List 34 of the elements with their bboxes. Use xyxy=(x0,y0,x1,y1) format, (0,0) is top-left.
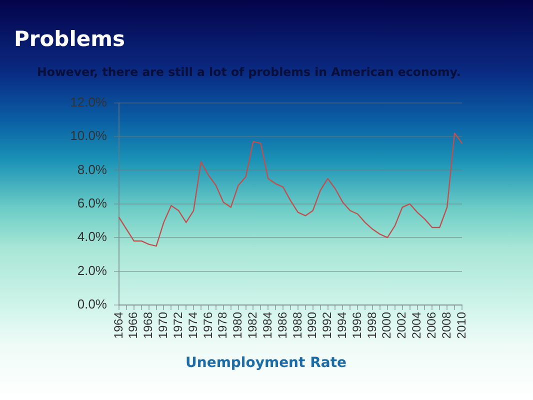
y-tick-label: 8.0% xyxy=(77,162,108,177)
x-tick-label: 1994 xyxy=(335,312,350,339)
x-tick-label: 1964 xyxy=(111,312,126,339)
chart-title: Problems xyxy=(14,27,126,51)
x-tick-label: 2006 xyxy=(424,312,438,339)
x-tick-label: 1984 xyxy=(260,312,274,339)
x-tick-label: 1982 xyxy=(246,312,260,339)
x-tick-label: 1980 xyxy=(230,312,245,339)
x-tick-label: 1990 xyxy=(305,312,320,339)
y-tick-label: 0.0% xyxy=(77,296,108,312)
y-tick-label: 10.0% xyxy=(70,128,108,144)
y-tick-label: 12.0% xyxy=(70,94,108,110)
x-tick-label: 1970 xyxy=(156,312,170,339)
x-tick-label: 2004 xyxy=(410,312,424,339)
x-tick-label: 2002 xyxy=(394,312,409,339)
x-tick-label: 1988 xyxy=(290,312,304,339)
x-tick-label: 1968 xyxy=(141,312,156,339)
x-tick-label: 1966 xyxy=(126,312,140,339)
x-tick-label: 2008 xyxy=(439,312,454,339)
y-tick-label: 6.0% xyxy=(77,195,108,210)
x-tick-label: 1998 xyxy=(364,312,379,339)
x-axis-title: Unemployment Rate xyxy=(185,354,347,372)
x-tick-label: 1974 xyxy=(186,312,200,339)
x-tick-label: 1986 xyxy=(275,312,290,339)
x-tick-label: 2000 xyxy=(380,312,394,339)
x-tick-label: 1996 xyxy=(350,312,364,339)
chart-subtitle: However, there are still a lot of problems in American economy. xyxy=(37,65,461,80)
x-tick-label: 1972 xyxy=(170,312,185,339)
y-tick-label: 4.0% xyxy=(77,229,108,244)
y-tick-label: 2.0% xyxy=(77,262,108,278)
x-tick-label: 1978 xyxy=(216,312,230,339)
x-tick-label: 1976 xyxy=(200,312,215,339)
x-tick-label: 1992 xyxy=(320,312,334,339)
x-tick-label: 2010 xyxy=(454,312,468,339)
